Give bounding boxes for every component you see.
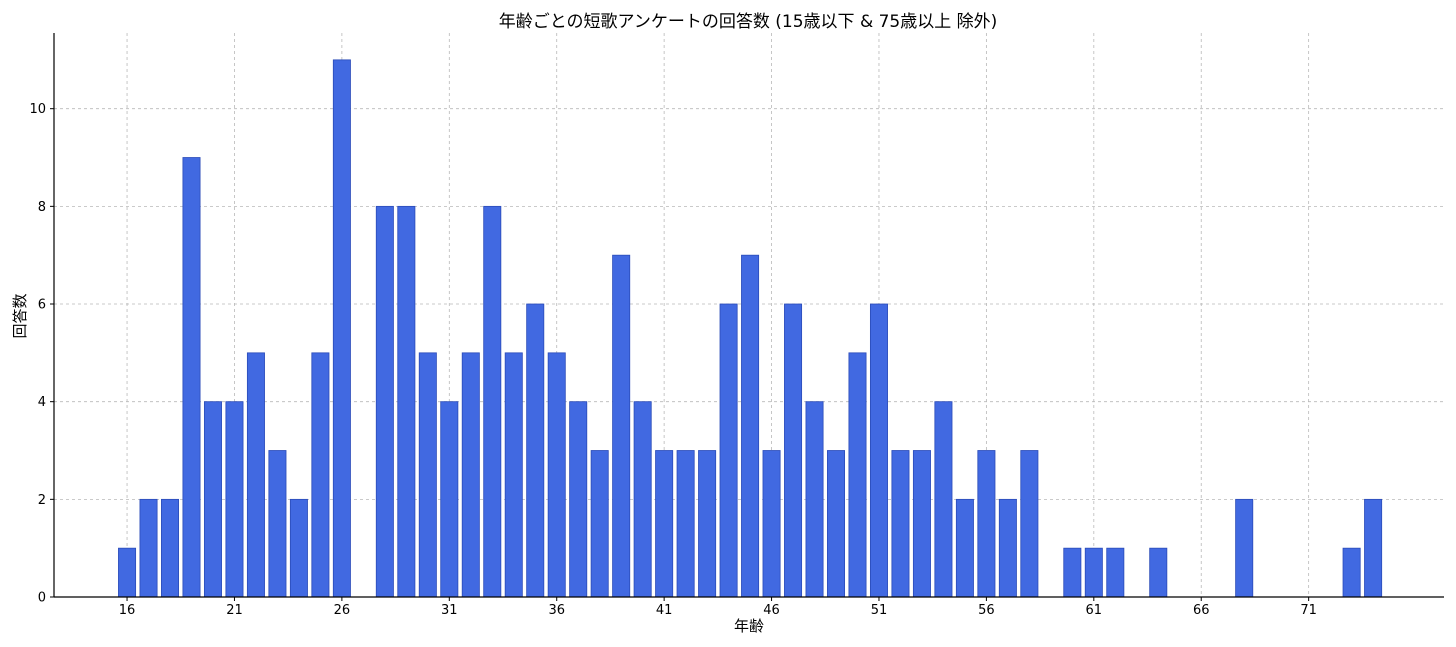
bar-age-68 xyxy=(1235,498,1254,598)
bar-age-30 xyxy=(418,352,437,598)
bar-age-18 xyxy=(161,498,180,598)
bar-age-47 xyxy=(784,303,803,598)
bar-age-25 xyxy=(311,352,330,598)
bar-age-74 xyxy=(1364,498,1383,598)
bar-age-42 xyxy=(676,450,695,598)
axes xyxy=(53,33,1444,598)
bar-age-53 xyxy=(912,450,931,598)
bar-age-48 xyxy=(805,401,824,598)
bar-age-19 xyxy=(182,157,201,598)
x-tick-label: 21 xyxy=(226,603,243,618)
bar-age-43 xyxy=(698,450,717,598)
y-axis-ticks: 0 2 4 6 8 10 xyxy=(29,102,54,606)
bar-age-73 xyxy=(1342,547,1361,598)
bar-age-28 xyxy=(375,205,394,598)
bar-age-51 xyxy=(869,303,888,598)
x-tick-label: 46 xyxy=(763,603,780,618)
bar-age-29 xyxy=(397,205,416,598)
bars xyxy=(118,59,1383,598)
bar-age-54 xyxy=(934,401,953,598)
chart-title: 年齢ごとの短歌アンケートの回答数 (15歳以下 & 75歳以上 除外) xyxy=(499,12,998,32)
bar-age-34 xyxy=(504,352,523,598)
bar-age-22 xyxy=(246,352,265,598)
bar-age-40 xyxy=(633,401,652,598)
bar-age-49 xyxy=(827,450,846,598)
y-axis-label: 回答数 xyxy=(11,293,29,338)
bar-age-60 xyxy=(1063,547,1082,598)
bar-age-45 xyxy=(741,254,760,598)
x-tick-label: 51 xyxy=(871,603,888,618)
bar-age-46 xyxy=(762,450,781,598)
bar-age-38 xyxy=(590,450,609,598)
bar-age-17 xyxy=(139,498,158,598)
bar-age-56 xyxy=(977,450,996,598)
bar-age-33 xyxy=(483,205,502,598)
x-tick-label: 31 xyxy=(441,603,458,618)
bar-age-32 xyxy=(461,352,480,598)
x-axis-label: 年齢 xyxy=(734,617,764,635)
y-tick-label: 8 xyxy=(38,200,46,215)
bar-age-20 xyxy=(203,401,222,598)
bar-age-41 xyxy=(655,450,674,598)
x-tick-label: 36 xyxy=(548,603,565,618)
x-tick-label: 61 xyxy=(1086,603,1103,618)
x-tick-label: 66 xyxy=(1193,603,1210,618)
bar-age-44 xyxy=(719,303,738,598)
bar-age-23 xyxy=(268,450,287,598)
bar-age-61 xyxy=(1084,547,1103,598)
y-tick-label: 2 xyxy=(38,493,46,508)
bar-age-26 xyxy=(332,59,351,598)
bar-age-64 xyxy=(1149,547,1168,598)
bar-age-37 xyxy=(569,401,588,598)
x-tick-label: 56 xyxy=(978,603,995,618)
bar-age-24 xyxy=(289,498,308,598)
y-tick-label: 4 xyxy=(38,395,46,410)
bar-age-57 xyxy=(998,498,1017,598)
bar-age-21 xyxy=(225,401,244,598)
y-tick-label: 6 xyxy=(38,298,46,313)
bar-age-62 xyxy=(1106,547,1125,598)
bar-age-35 xyxy=(526,303,545,598)
x-tick-label: 71 xyxy=(1300,603,1317,618)
bar-age-55 xyxy=(955,498,974,598)
bar-age-31 xyxy=(440,401,459,598)
bar-age-16 xyxy=(118,547,137,598)
bar-age-58 xyxy=(1020,450,1039,598)
x-tick-label: 16 xyxy=(119,603,136,618)
x-tick-label: 26 xyxy=(334,603,351,618)
bar-age-39 xyxy=(612,254,631,598)
y-tick-label: 0 xyxy=(38,591,46,606)
x-tick-label: 41 xyxy=(656,603,673,618)
x-axis-ticks: 16 21 26 31 36 41 46 51 56 61 66 71 xyxy=(119,597,1317,618)
y-tick-label: 10 xyxy=(29,102,46,117)
bar-age-50 xyxy=(848,352,867,598)
bar-age-36 xyxy=(547,352,566,598)
bar-age-52 xyxy=(891,450,910,598)
